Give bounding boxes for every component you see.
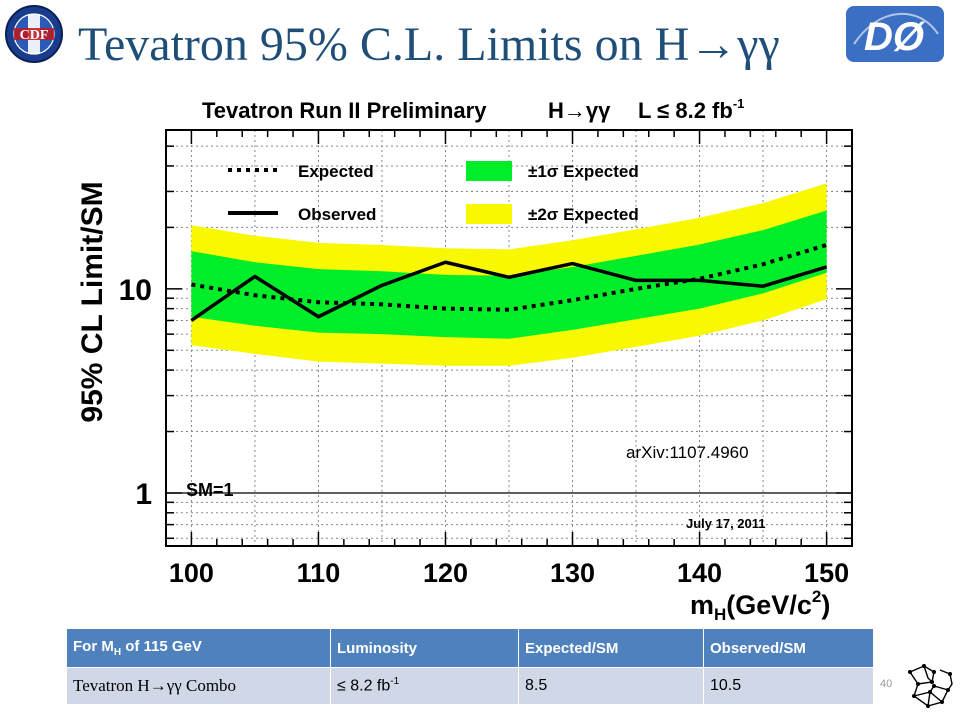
svg-text:CDF: CDF	[20, 28, 49, 43]
x-tick-label: 120	[423, 558, 468, 588]
row-lumi-sup: -1	[390, 676, 400, 688]
slide-title-text: Tevatron 95% C.L. Limits on H	[78, 18, 690, 71]
x-tick-label: 130	[550, 558, 595, 588]
slide-title-symbol: →γγ	[689, 18, 780, 71]
sm-line-label: SM=1	[186, 480, 234, 500]
plot-header-process: H→γγ	[548, 98, 611, 123]
limits-table: For MH of 115 GeV Luminosity Expected/SM…	[66, 628, 874, 705]
x-tick-label: 150	[804, 558, 849, 588]
th-mass-sub: H	[113, 647, 122, 658]
bands-layer	[191, 183, 827, 366]
limit-plot: Tevatron Run II Preliminary H→γγ L ≤ 8.2…	[60, 84, 870, 624]
legend-band1-label: ±1σ Expected	[528, 162, 639, 181]
xlabel-tail: (GeV/c	[726, 590, 812, 620]
x-tick-label: 140	[677, 558, 722, 588]
table-cell-luminosity: ≤ 8.2 fb-1	[330, 667, 519, 705]
slide-title: Tevatron 95% C.L. Limits on H→γγ	[78, 8, 838, 82]
d0-logo: DØ	[846, 6, 944, 62]
table-cell-label: Tevatron H→γγ Combo	[66, 667, 331, 705]
table-cell-expected: 8.5	[518, 667, 704, 705]
series-line-observed	[190, 260, 828, 322]
date-annotation: July 17, 2011	[686, 516, 766, 531]
xlabel-m: m	[690, 590, 714, 620]
table-row: Tevatron H→γγ Combo ≤ 8.2 fb-1 8.5 10.5	[66, 667, 874, 705]
cluster-icon	[908, 664, 953, 708]
legend: Expected Observed ±1σ Expected ±2σ Expec…	[228, 161, 639, 224]
xlabel-close: )	[821, 590, 830, 620]
row-label-symbol: →γγ	[149, 676, 182, 695]
xlabel-sup: 2	[812, 587, 821, 606]
y-tick-label: 10	[119, 274, 152, 307]
band-1sigma	[191, 210, 827, 339]
frame-layer	[165, 129, 853, 547]
table-cell-observed: 10.5	[703, 667, 874, 705]
series-line-expected	[191, 243, 828, 312]
y-axis-label: 95% CL Limit/SM	[76, 181, 109, 422]
th-mass-text: For M	[73, 638, 114, 655]
y-tick-label: 1	[135, 478, 152, 511]
xlabel-sub: H	[714, 605, 726, 624]
lines-layer	[166, 243, 852, 494]
plot-header-left: Tevatron Run II Preliminary	[202, 98, 487, 123]
cdf-logo: CDF	[5, 5, 63, 63]
lumi-sup: -1	[733, 96, 745, 111]
row-lumi: ≤ 8.2 fb	[337, 677, 391, 695]
arxiv-annotation: arXiv:1107.4960	[626, 443, 749, 462]
page-number: 40	[880, 678, 893, 690]
plot-header-lumi: L ≤ 8.2 fb-1	[638, 96, 744, 123]
legend-band1-swatch	[466, 161, 512, 181]
table-header-luminosity: Luminosity	[330, 628, 519, 668]
x-axis-label: mH(GeV/c2)	[690, 587, 830, 624]
plot-frame	[165, 129, 853, 547]
th-mass-tail: of 115 GeV	[121, 638, 202, 655]
lumi-text: L ≤ 8.2 fb	[638, 98, 733, 123]
x-tick-label: 100	[169, 558, 214, 588]
legend-expected-label: Expected	[298, 162, 374, 181]
legend-band2-swatch	[466, 204, 512, 224]
x-tick-label: 110	[297, 558, 341, 588]
row-label: Tevatron H	[73, 676, 150, 695]
table-header-mass: For MH of 115 GeV	[66, 628, 331, 668]
table-header-observed: Observed/SM	[703, 628, 874, 668]
svg-text:DØ: DØ	[864, 15, 926, 59]
legend-band2-label: ±2σ Expected	[528, 205, 639, 224]
row-label-tail: Combo	[181, 676, 237, 695]
legend-observed-label: Observed	[298, 205, 376, 224]
table-header-expected: Expected/SM	[518, 628, 704, 668]
table-header-row: For MH of 115 GeV Luminosity Expected/SM…	[66, 628, 874, 668]
